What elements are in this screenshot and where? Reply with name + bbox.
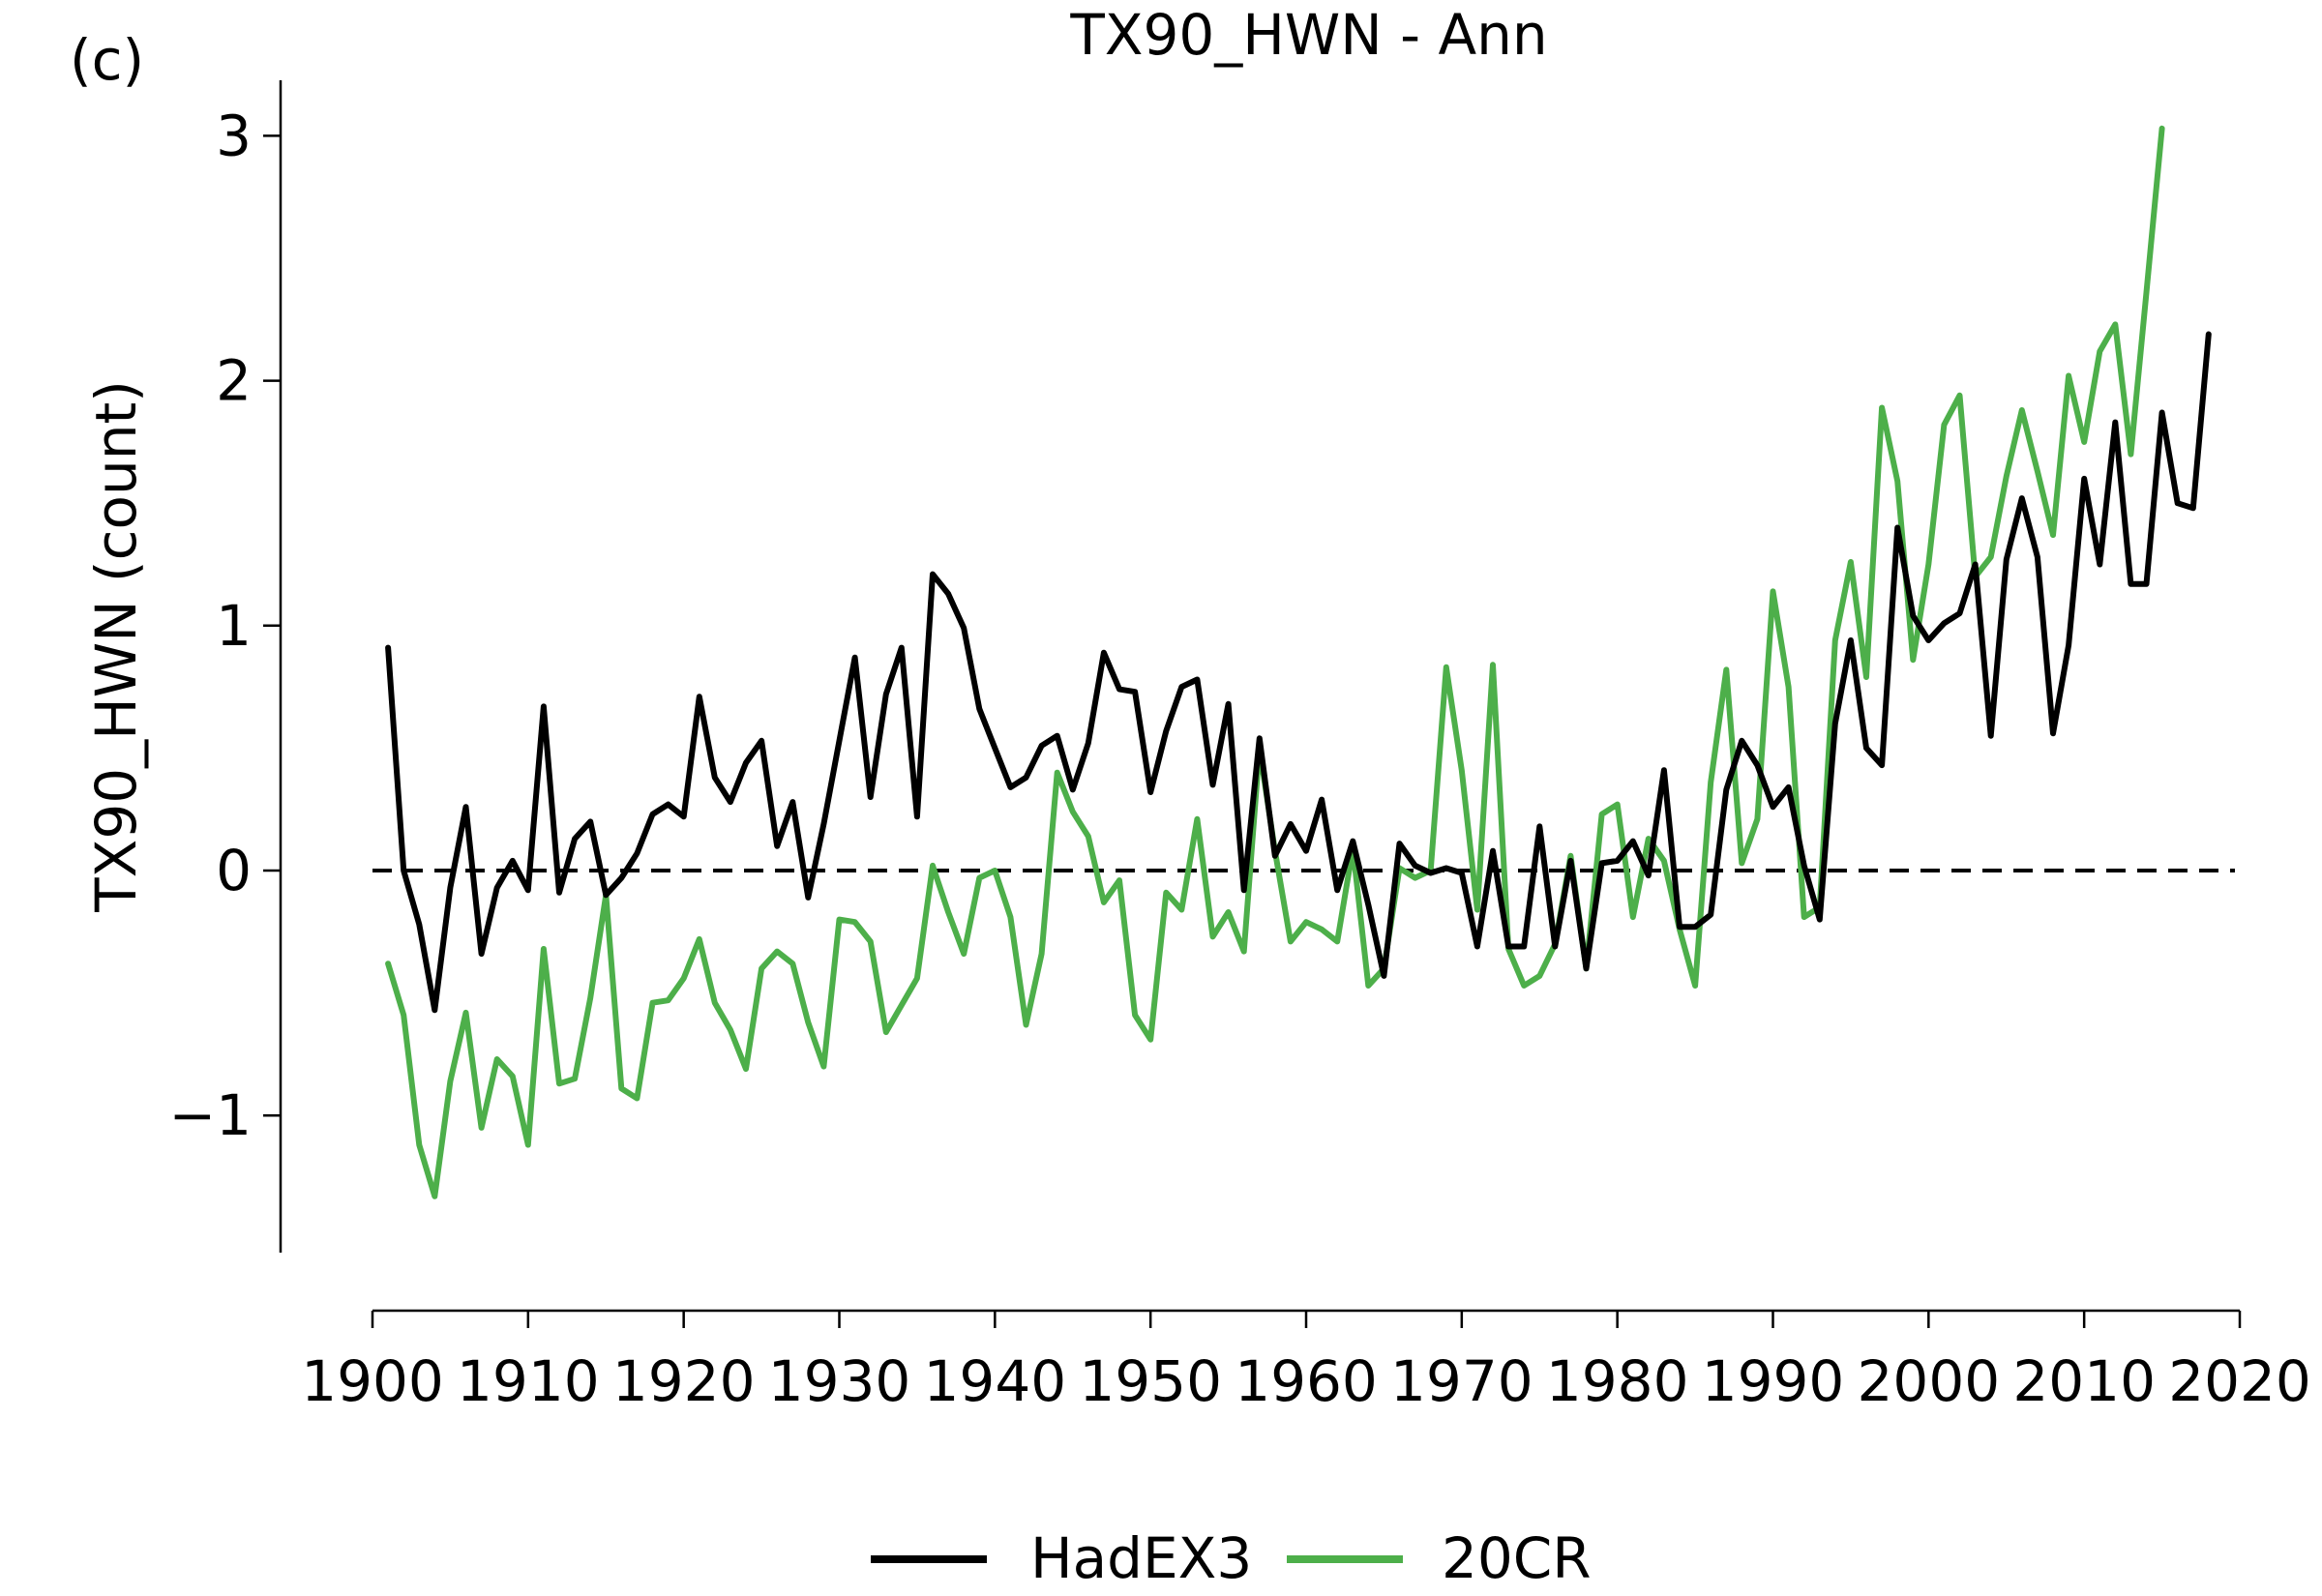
x-tick-label: 1970 xyxy=(1390,1348,1533,1414)
legend-label-20cr: 20CR xyxy=(1442,1525,1592,1591)
y-tick-label: −1 xyxy=(169,1082,253,1148)
x-tick-label: 1980 xyxy=(1546,1348,1689,1414)
y-tick-label: 1 xyxy=(216,593,252,659)
x-tick-label: 1920 xyxy=(612,1348,756,1414)
panel-label: (c) xyxy=(70,27,144,93)
series-group xyxy=(385,125,2212,1199)
x-tick-label: 1910 xyxy=(457,1348,600,1414)
x-tick-label: 1960 xyxy=(1235,1348,1378,1414)
y-tick-label: 0 xyxy=(216,838,252,903)
x-tick-label: 1900 xyxy=(301,1348,444,1414)
y-axis-ticks: −1 0 1 2 3 xyxy=(169,103,281,1148)
x-tick-label: 1950 xyxy=(1079,1348,1222,1414)
x-tick-label: 2000 xyxy=(1858,1348,2001,1414)
legend-label-hadex3: HadEX3 xyxy=(1030,1525,1252,1591)
y-tick-label: 2 xyxy=(216,348,252,414)
x-tick-label: 1990 xyxy=(1702,1348,1845,1414)
y-axis-title: TX90_HWN (count) xyxy=(83,380,149,913)
legend: HadEX3 20CR xyxy=(871,1525,1592,1591)
series-line-20cr xyxy=(385,125,2165,1199)
series-line-hadex3 xyxy=(385,331,2212,1014)
x-axis-ticks: 1900 1910 1920 1930 1940 1950 1960 1970 1980 1990… xyxy=(301,1311,2311,1414)
chart-title: TX90_HWN - Ann xyxy=(1069,2,1547,68)
x-tick-label: 2010 xyxy=(2012,1348,2156,1414)
x-tick-label: 2020 xyxy=(2168,1348,2311,1414)
y-tick-label: 3 xyxy=(216,103,252,168)
x-tick-label: 1930 xyxy=(768,1348,911,1414)
x-tick-label: 1940 xyxy=(924,1348,1067,1414)
